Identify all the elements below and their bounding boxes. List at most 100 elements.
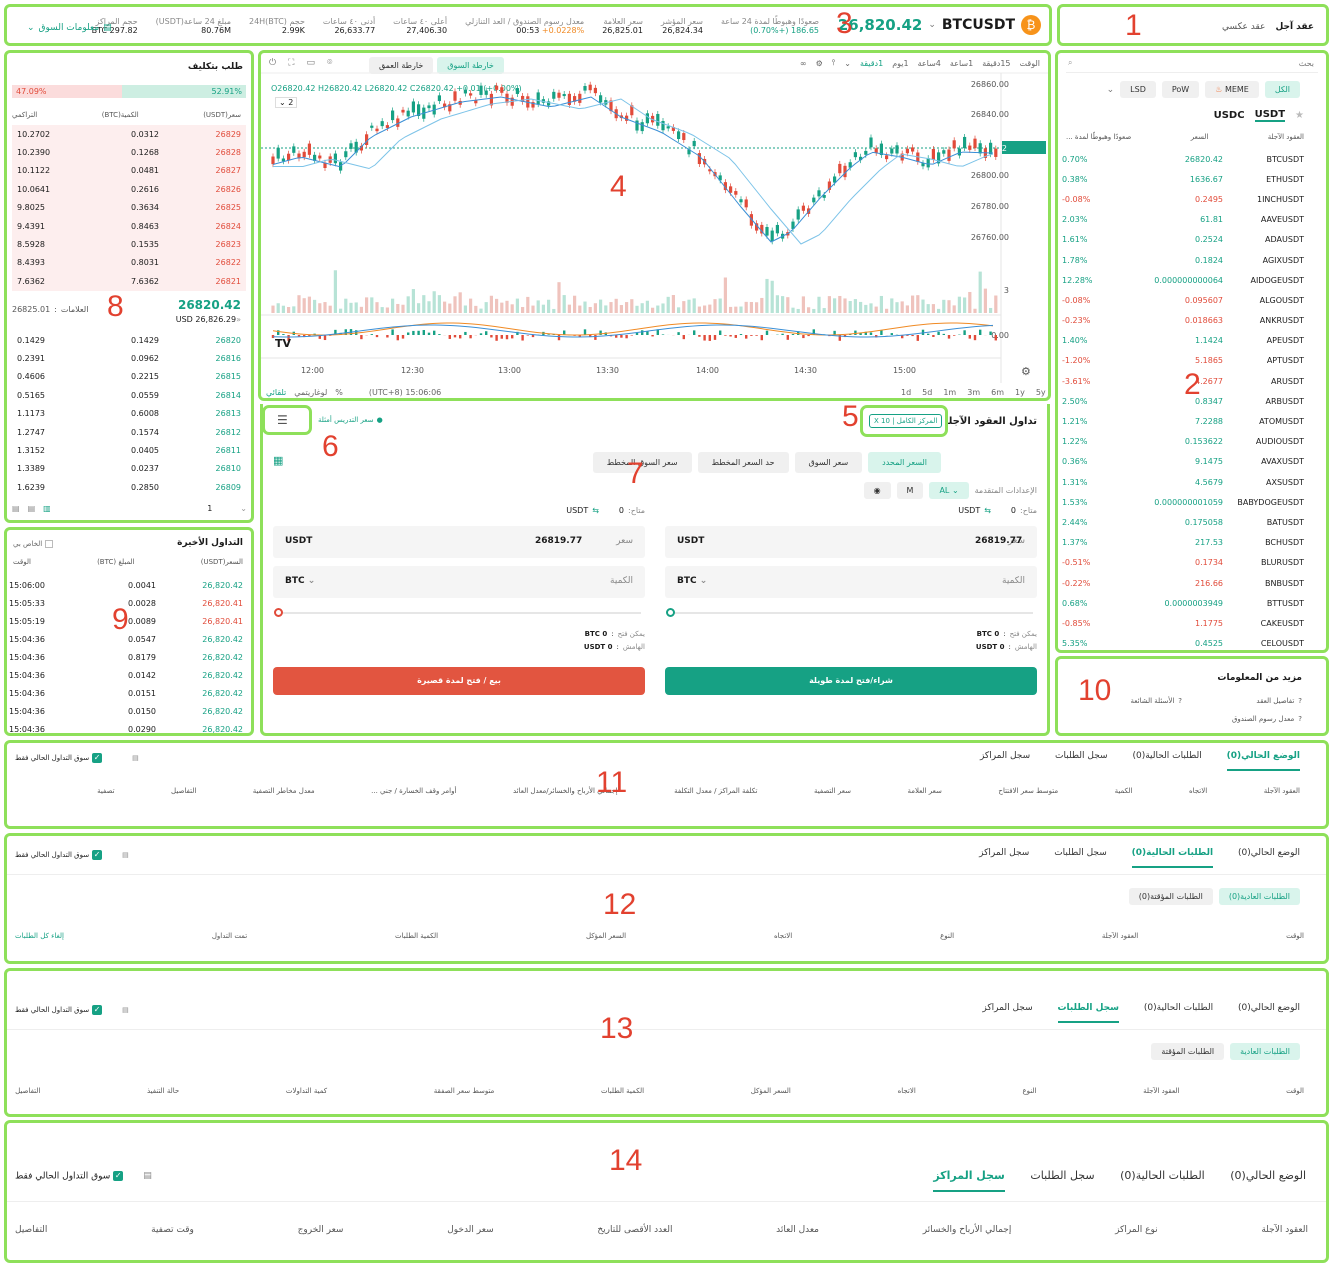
price-guide-link[interactable]: ● سعر التدريس أمثلة — [318, 416, 383, 424]
ask-row[interactable]: 26827 0.0481 10.1122 — [12, 161, 246, 181]
market-row[interactable]: CAKEUSDT 1.1775 0.85%- — [1062, 613, 1304, 633]
view-depth-chart[interactable]: خارطة العمق — [369, 57, 434, 74]
interval-15m[interactable]: 15دقيقة — [982, 58, 1011, 68]
scale-log[interactable]: لوغاريتمي — [294, 388, 328, 397]
fullscreen-icon[interactable]: ⛶ — [288, 58, 295, 68]
chevron-down-icon[interactable]: ⌄ — [844, 58, 851, 68]
cancel-all-button[interactable]: إلغاء كل الطلبات — [15, 932, 64, 940]
order-type-stop-limit[interactable]: حد السعر المخطط — [697, 452, 789, 473]
power-icon[interactable]: ⏻ — [269, 58, 277, 68]
filter-meme[interactable]: MEME ♨ — [1205, 81, 1259, 98]
market-row[interactable]: CELOUSDT 0.4525 5.35% — [1062, 634, 1304, 651]
book-both-icon[interactable]: ▥ — [43, 504, 51, 513]
range-5d[interactable]: 5d — [922, 388, 933, 397]
interval-1d[interactable]: 1يوم — [892, 58, 909, 68]
ask-row[interactable]: 26825 0.3634 9.8025 — [12, 198, 246, 217]
market-row[interactable]: ARUSDT 4.2677 3.61%- — [1062, 371, 1304, 391]
tab-position-history[interactable]: سجل المراكز — [933, 1169, 1005, 1192]
ask-row[interactable]: 26821 7.6362 7.6362 — [12, 272, 246, 291]
range-1d[interactable]: 1d — [901, 388, 912, 397]
filter-pow[interactable]: PoW — [1161, 81, 1200, 98]
current-market-checkbox[interactable]: ✓ — [92, 753, 103, 763]
save-icon[interactable]: ▭ — [306, 58, 315, 68]
bid-row[interactable]: 26813 0.6008 1.1173 — [12, 405, 246, 423]
long-price-input[interactable]: سعر 26819.77 USDT — [665, 526, 1037, 558]
market-row[interactable]: BLURUSDT 0.1734 0.51%- — [1062, 553, 1304, 573]
ask-row[interactable]: 26824 0.8463 9.4391 — [12, 216, 246, 236]
coin-m-contract-tab[interactable]: عقد عكسي — [1222, 22, 1266, 32]
ask-row[interactable]: 26826 0.2616 10.0641 — [12, 180, 246, 199]
pref-m[interactable]: M — [896, 482, 924, 499]
book-asks-icon[interactable]: ▤ — [12, 504, 20, 513]
market-row[interactable]: AVAXUSDT 9.1475 0.36% — [1062, 452, 1304, 472]
market-row[interactable]: BNBUSDT 216.66 0.22%- — [1062, 573, 1304, 593]
tab-position-history[interactable]: سجل المراكز — [982, 1003, 1033, 1013]
search-input[interactable] — [1114, 59, 1314, 68]
chevron-down-icon[interactable]: ⌄ — [928, 20, 936, 30]
sliders-icon[interactable]: ☰ — [277, 413, 288, 427]
bid-row[interactable]: 26811 0.0405 1.3152 — [12, 441, 246, 459]
market-row[interactable]: AUDIOUSDT 0.153622 1.22% — [1062, 432, 1304, 452]
contract-details-link[interactable]: تفاصيل العقد — [1256, 697, 1295, 705]
chevron-down-icon[interactable]: ⌄ — [240, 504, 247, 513]
ask-row[interactable]: 26829 0.0312 10.2702 — [12, 125, 246, 144]
tab-order-history[interactable]: سجل الطلبات — [1054, 848, 1107, 858]
short-price-value[interactable]: 26819.77 — [535, 536, 583, 546]
order-type-market[interactable]: سعر السوق — [794, 452, 863, 473]
ask-row[interactable]: 26828 0.1268 10.2390 — [12, 143, 246, 162]
subtab-normal-orders[interactable]: الطلبات العادية(0) — [1218, 888, 1300, 905]
indicator-icon[interactable]: ∞ — [799, 58, 807, 68]
tab-open-orders[interactable]: الطلبات الحالية(0) — [1143, 1003, 1214, 1013]
market-row[interactable]: ALGOUSDT 0.095607 0.08%- — [1062, 290, 1304, 310]
calculator-icon[interactable]: ▦ — [273, 454, 284, 467]
transfer-icon[interactable]: ⇆ — [592, 506, 599, 515]
quote-tab-usdc[interactable]: USDC — [1213, 110, 1245, 121]
range-3m[interactable]: 3m — [967, 388, 981, 397]
bid-row[interactable]: 26814 0.0559 0.5165 — [12, 386, 246, 404]
current-market-checkbox[interactable]: ✓ — [92, 850, 103, 860]
mine-only-checkbox[interactable] — [45, 540, 54, 548]
book-bids-icon[interactable]: ▤ — [27, 504, 36, 513]
quote-tab-usdt[interactable]: USDT — [1254, 109, 1286, 122]
current-market-checkbox[interactable]: ✓ — [113, 1171, 124, 1181]
buy-long-button[interactable]: شراء/فتح لمدة طويلة — [665, 667, 1037, 695]
interval-4h[interactable]: 4ساعة — [917, 58, 941, 68]
tab-open-orders[interactable]: الطلبات الحالية(0) — [1132, 751, 1202, 761]
export-icon[interactable]: ▤ — [143, 1171, 152, 1182]
market-row[interactable]: ATOMUSDT 7.2288 1.21% — [1062, 411, 1304, 431]
long-price-value[interactable]: 26819.77 — [975, 536, 1023, 546]
bid-row[interactable]: 26815 0.2215 0.4606 — [12, 368, 246, 386]
export-icon[interactable]: ▤ — [122, 851, 129, 859]
range-1y[interactable]: 1y — [1015, 388, 1025, 397]
market-row[interactable]: BCHUSDT 217.53 1.37% — [1062, 533, 1304, 553]
market-row[interactable]: APTUSDT 5.1865 1.20%- — [1062, 351, 1304, 371]
market-row[interactable]: BTCUSDT 26820.42 0.70% — [1062, 149, 1304, 169]
tab-positions[interactable]: الوضع الحالي(0) — [1238, 1003, 1300, 1013]
tab-positions[interactable]: الوضع الحالي(0) — [1238, 848, 1300, 858]
filter-lsd[interactable]: LSD — [1120, 81, 1156, 98]
market-row[interactable]: BATUSDT 0.175058 2.44% — [1062, 512, 1304, 532]
chevron-down-icon[interactable]: ⌄ — [307, 576, 316, 586]
pref-al[interactable]: ⌄ AL — [929, 482, 969, 499]
interval-1m[interactable]: 1دقيقة — [859, 58, 884, 68]
scale-auto[interactable]: تلقائي — [266, 388, 287, 397]
bid-row[interactable]: 26816 0.0962 0.2391 — [12, 349, 246, 367]
tab-position-history[interactable]: سجل المراكز — [979, 751, 1031, 761]
subtab-trigger-orders[interactable]: الطلبات المؤقتة — [1151, 1043, 1225, 1060]
bid-row[interactable]: 26812 0.1574 1.2747 — [12, 423, 246, 441]
ask-row[interactable]: 26822 0.8031 8.4393 — [12, 253, 246, 273]
ticker-symbol[interactable]: BTCUSDT — [941, 17, 1015, 33]
faq-link[interactable]: الأسئلة الشائعة — [1130, 697, 1175, 705]
market-row[interactable]: BTTUSDT 0.0000003949 0.68% — [1062, 593, 1304, 613]
tab-order-history[interactable]: سجل الطلبات — [1055, 751, 1108, 761]
order-type-limit[interactable]: السعر المحدد — [868, 452, 941, 473]
candle-type-icon[interactable]: ⫯ — [831, 58, 836, 67]
bid-row[interactable]: 26810 0.0237 1.3389 — [12, 460, 246, 478]
market-search[interactable]: ⌕ — [1066, 57, 1318, 73]
tab-positions[interactable]: الوضع الحالي(0) — [1226, 751, 1300, 771]
margin-mode-button[interactable]: X 10 | المركز الكامل — [869, 414, 943, 428]
interval-1h[interactable]: 1ساعة — [949, 58, 974, 68]
chevron-down-icon[interactable]: ⌄ — [699, 576, 708, 586]
range-5y[interactable]: 5y — [1035, 388, 1046, 397]
tab-positions[interactable]: الوضع الحالي(0) — [1230, 1169, 1306, 1182]
